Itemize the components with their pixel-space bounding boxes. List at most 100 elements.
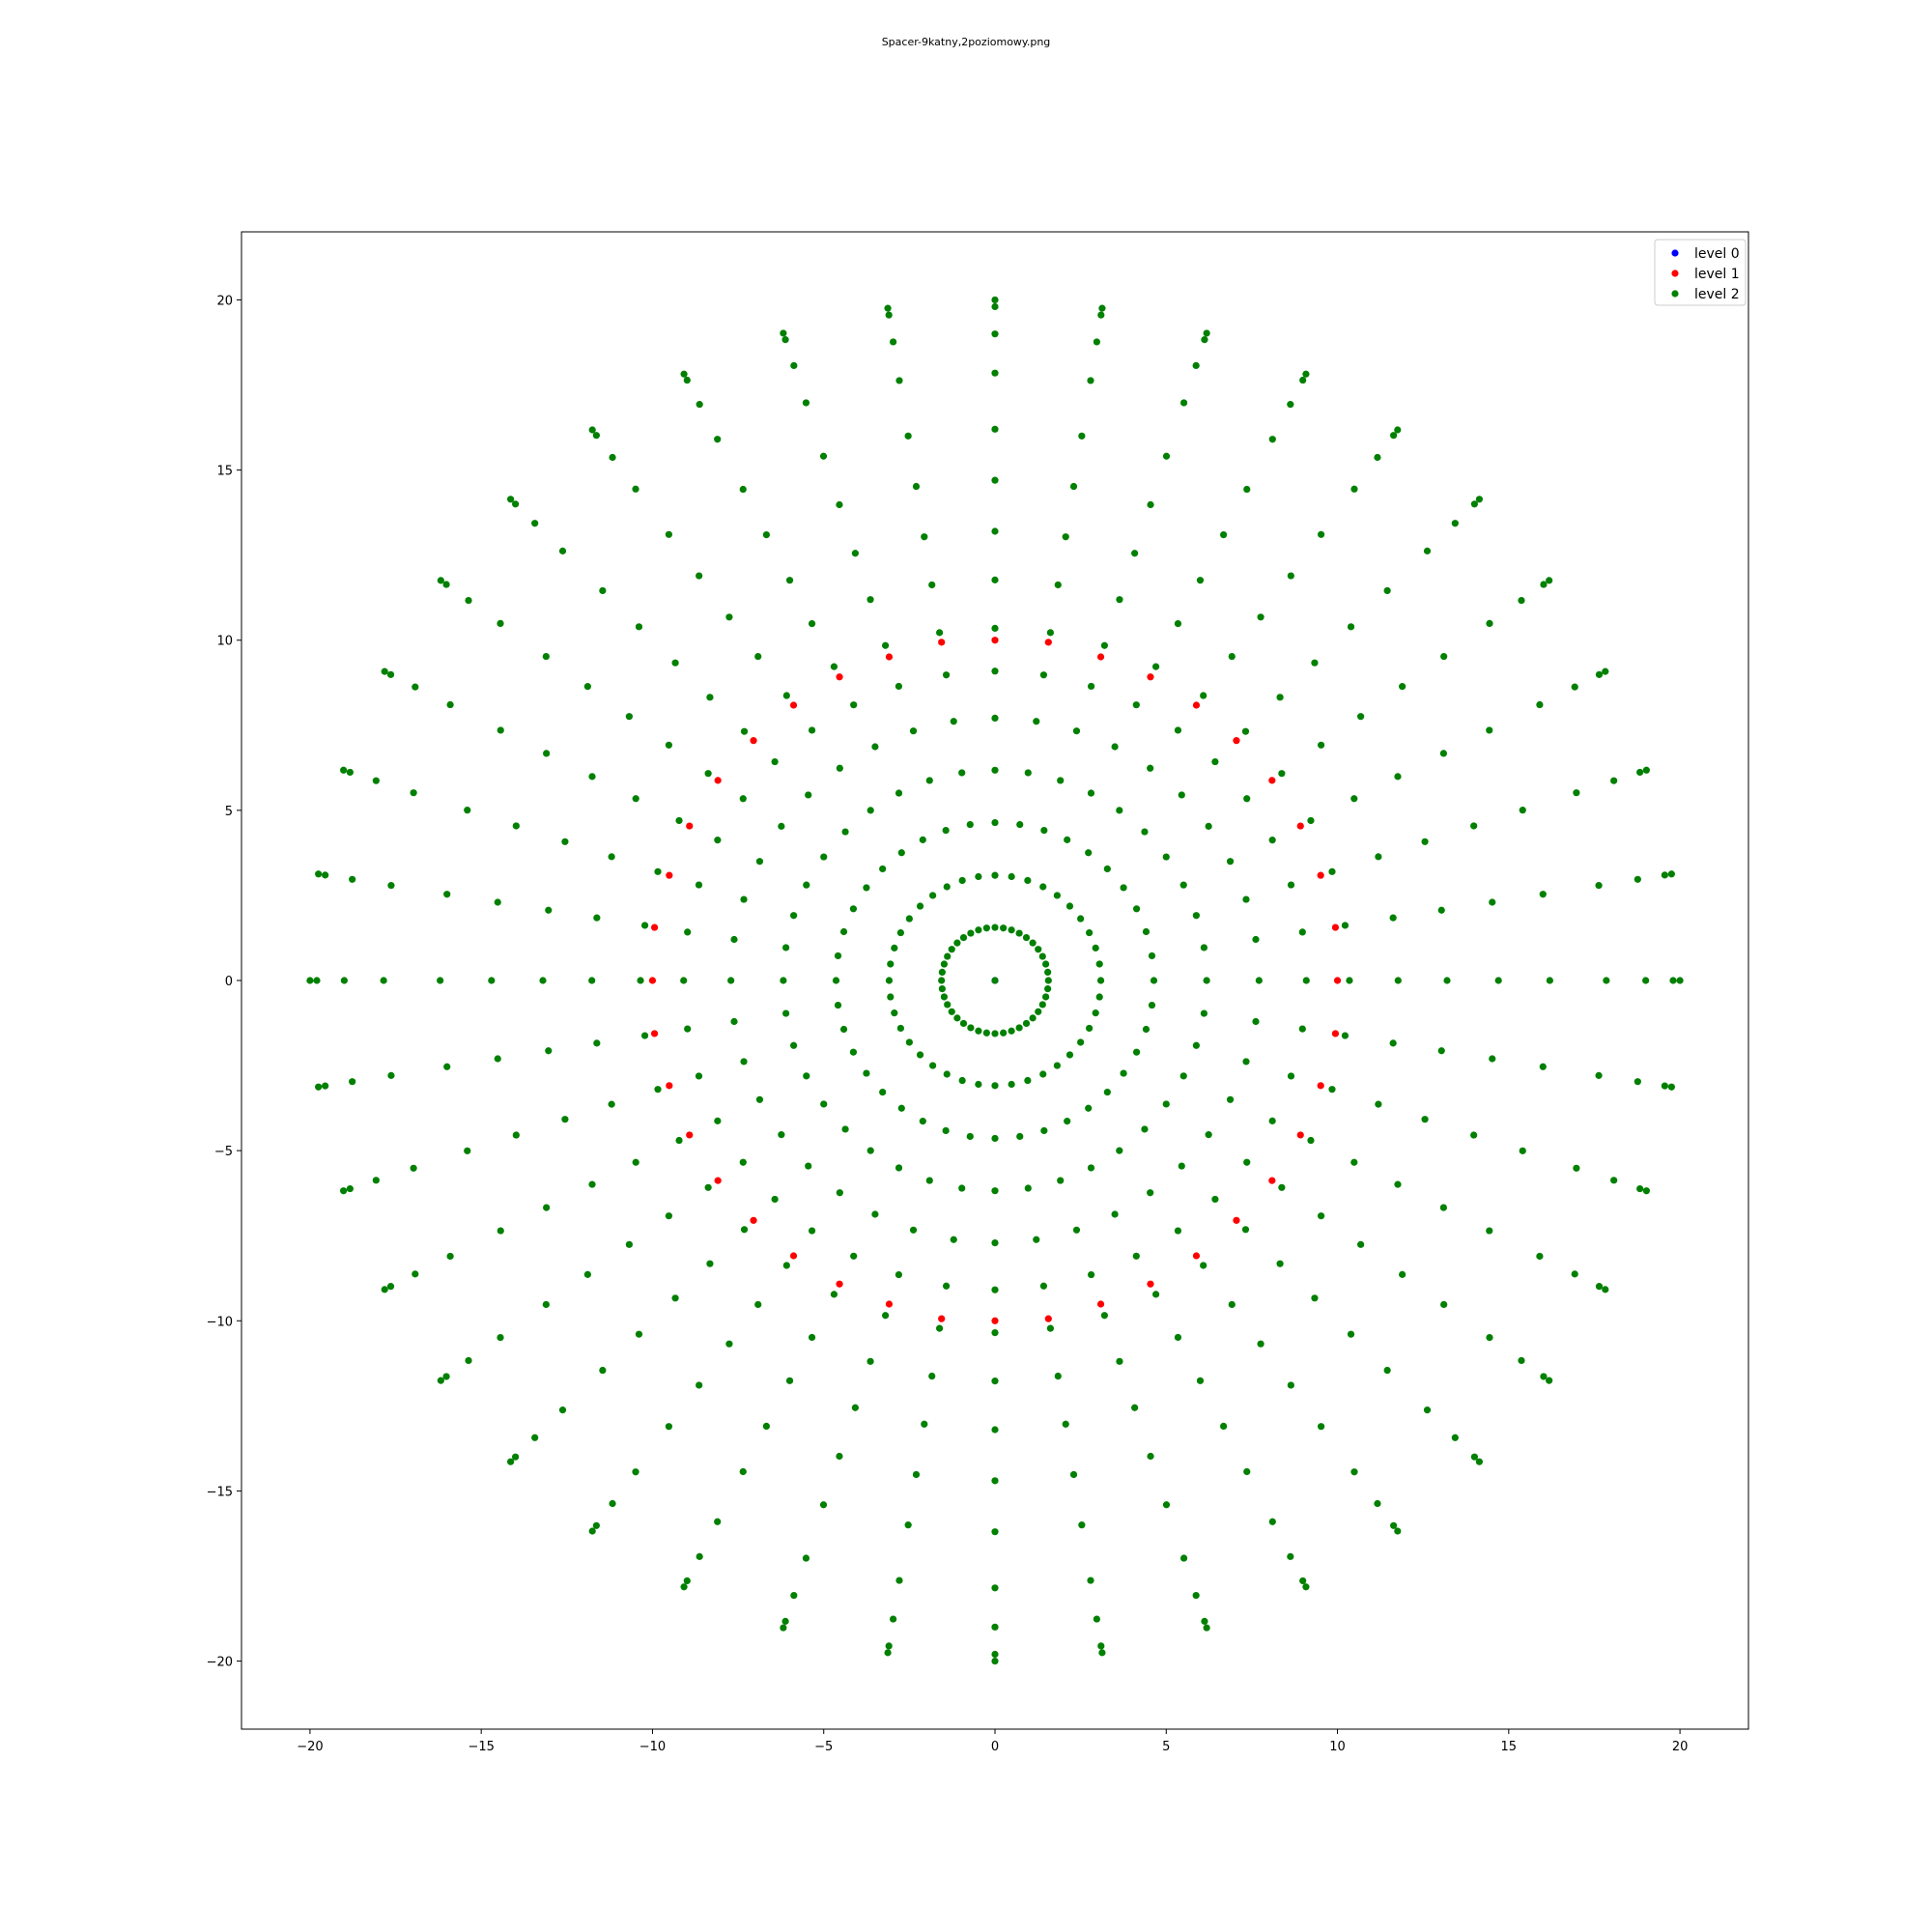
level-2-point: [950, 1236, 957, 1243]
level-1-point: [1044, 1315, 1052, 1322]
level-2-point: [895, 1164, 903, 1172]
level-2-point: [1035, 1008, 1042, 1015]
level-2-point: [1571, 1270, 1578, 1278]
level-2-point: [442, 581, 450, 588]
level-2-point: [588, 426, 596, 434]
level-2-point: [780, 977, 787, 984]
level-2-point: [512, 1131, 520, 1139]
level-2-point: [381, 1286, 388, 1293]
level-2-point: [1147, 764, 1154, 772]
level-2-point: [885, 977, 894, 984]
level-2-point: [372, 1177, 380, 1184]
level-2-point: [740, 895, 748, 903]
level-2-point: [1087, 377, 1094, 384]
level-2-point: [714, 1518, 722, 1525]
level-1-point: [1296, 822, 1304, 830]
level-2-point: [942, 671, 951, 679]
level-2-point: [531, 1434, 539, 1441]
level-2-point: [991, 977, 999, 984]
level-2-point: [1302, 370, 1310, 378]
level-2-point: [683, 1577, 691, 1585]
level-2-point: [953, 939, 961, 947]
level-2-point: [437, 577, 444, 584]
level-2-point: [1116, 807, 1123, 814]
level-2-point: [1040, 826, 1048, 835]
level-2-point: [1098, 1649, 1106, 1657]
level-2-point: [695, 1072, 703, 1080]
level-2-point: [494, 898, 501, 906]
level-2-point: [1000, 1029, 1008, 1037]
level-2-point: [958, 876, 966, 885]
level-2-point: [1350, 1158, 1358, 1166]
points-layer: [306, 296, 1684, 1665]
level-2-point: [1093, 338, 1100, 346]
level-2-point: [785, 577, 794, 584]
level-2-point: [1132, 905, 1141, 913]
level-2-point: [1103, 1088, 1111, 1096]
level-2-point: [497, 619, 504, 628]
level-2-point: [635, 1330, 643, 1338]
level-2-point: [1243, 1158, 1251, 1166]
level-1-point: [1331, 923, 1340, 931]
level-1-point: [650, 923, 659, 931]
level-2-point: [991, 1584, 999, 1592]
level-2-point: [1141, 828, 1149, 836]
level-2-point: [785, 1377, 794, 1384]
level-2-point: [891, 1009, 898, 1017]
level-2-point: [944, 1001, 952, 1009]
level-2-point: [1179, 1554, 1188, 1562]
level-2-point: [905, 1038, 913, 1046]
level-2-point: [1029, 1014, 1037, 1022]
level-2-point: [1243, 485, 1251, 494]
y-tick-label: −5: [214, 1145, 233, 1159]
x-tick-label: 15: [1501, 1740, 1518, 1754]
level-2-point: [904, 1521, 912, 1529]
level-2-point: [762, 531, 770, 539]
level-2-point: [1268, 837, 1276, 844]
level-2-point: [1243, 1467, 1251, 1476]
level-2-point: [1039, 671, 1048, 679]
level-2-point: [991, 1329, 999, 1337]
level-2-point: [386, 1283, 395, 1291]
level-2-point: [1341, 1032, 1350, 1039]
level-2-point: [1302, 977, 1310, 984]
level-2-point: [1350, 485, 1358, 493]
level-2-point: [897, 849, 905, 857]
level-1-point: [1192, 701, 1201, 709]
level-2-point: [640, 922, 649, 929]
level-2-point: [608, 1100, 615, 1108]
level-2-point: [803, 1072, 810, 1080]
level-2-point: [592, 432, 600, 440]
level-2-point: [820, 853, 828, 861]
level-2-point: [1341, 922, 1350, 929]
level-2-point: [1610, 777, 1618, 784]
level-2-point: [991, 302, 999, 311]
level-2-point: [802, 399, 810, 407]
level-2-point: [991, 624, 999, 633]
level-2-point: [1024, 769, 1032, 777]
level-2-point: [781, 1617, 789, 1625]
x-tick-label: −20: [297, 1740, 323, 1754]
level-2-point: [1069, 1470, 1078, 1479]
level-1-point: [750, 1216, 757, 1224]
level-2-point: [1375, 1100, 1382, 1108]
level-2-point: [740, 1058, 748, 1065]
level-2-point: [982, 1029, 990, 1037]
level-2-point: [1307, 1136, 1315, 1145]
level-2-point: [991, 1082, 999, 1090]
level-1-point: [714, 1177, 722, 1184]
level-1-point: [885, 1300, 894, 1308]
level-2-point: [1546, 977, 1553, 984]
level-2-point: [1064, 1118, 1071, 1125]
level-2-point: [640, 1032, 649, 1039]
level-2-point: [543, 750, 551, 757]
level-2-point: [695, 881, 703, 889]
level-2-point: [583, 683, 591, 691]
level-2-point: [1046, 629, 1054, 637]
level-2-point: [1390, 1521, 1398, 1529]
level-2-point: [1200, 1262, 1208, 1269]
level-2-point: [782, 1262, 790, 1269]
level-2-point: [1120, 1069, 1127, 1077]
level-2-point: [832, 977, 840, 984]
level-2-point: [1540, 1373, 1548, 1380]
